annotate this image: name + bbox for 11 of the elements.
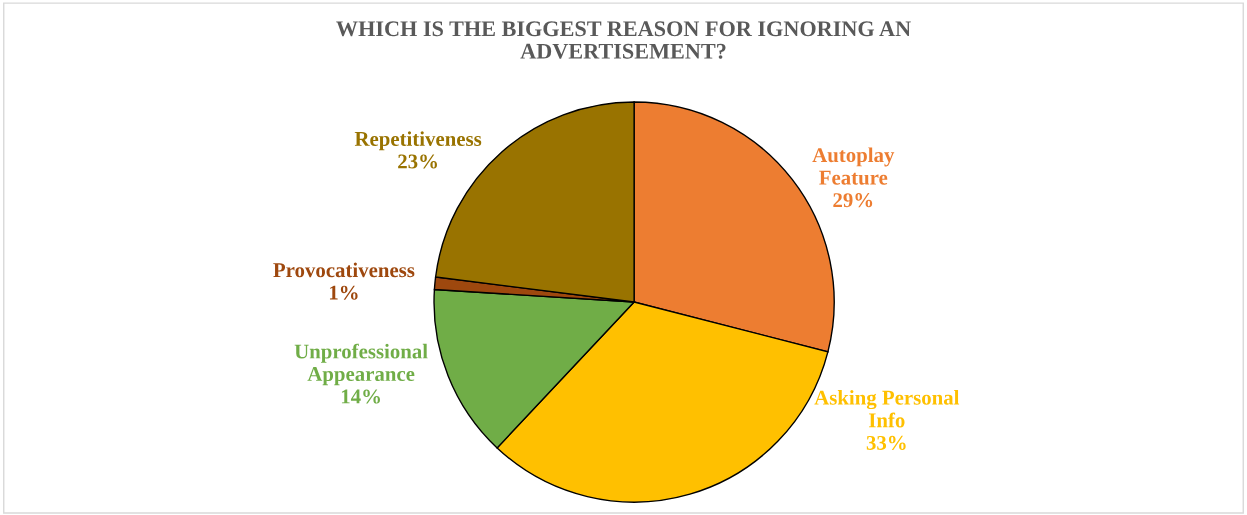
slice-label: Asking Personal Info: [814, 390, 960, 428]
data-label: 29%: [833, 193, 873, 208]
slice-label: Repetitiveness: [354, 131, 482, 151]
data-label: 14%: [341, 389, 380, 404]
slice-label: Provocativeness: [273, 262, 415, 278]
chart-title: WHICH IS THE BIGGEST REASON FOR IGNORING AN ADVERTISEMENT?: [336, 21, 911, 59]
slice-label: Autoplay Feature: [812, 147, 895, 185]
data-label: 1%: [329, 285, 358, 300]
slice-label: Unprofessional Appearance: [294, 343, 428, 386]
data-label: 33%: [866, 435, 906, 450]
data-label: 23%: [398, 154, 437, 169]
